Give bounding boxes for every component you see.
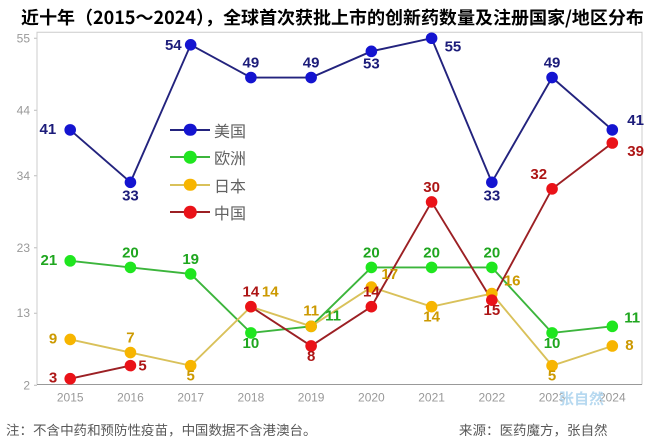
svg-text:5: 5: [186, 368, 194, 385]
svg-text:2016: 2016: [117, 391, 144, 405]
svg-text:20: 20: [423, 244, 440, 261]
svg-text:11: 11: [303, 302, 319, 319]
svg-text:8: 8: [625, 337, 633, 354]
svg-text:2021: 2021: [418, 391, 445, 405]
svg-text:30: 30: [423, 179, 440, 196]
svg-text:49: 49: [544, 55, 561, 72]
svg-text:5: 5: [548, 368, 556, 385]
svg-text:20: 20: [122, 244, 139, 261]
svg-text:53: 53: [363, 55, 380, 72]
svg-text:54: 54: [165, 37, 182, 54]
svg-text:10: 10: [544, 335, 561, 352]
svg-text:2022: 2022: [478, 391, 505, 405]
svg-text:44: 44: [17, 103, 31, 117]
svg-text:2015: 2015: [57, 391, 84, 405]
svg-text:55: 55: [17, 31, 31, 45]
svg-text:55: 55: [445, 38, 462, 55]
svg-text:13: 13: [17, 306, 31, 320]
svg-text:20: 20: [363, 244, 380, 261]
svg-text:11: 11: [325, 307, 341, 324]
svg-text:14: 14: [243, 284, 260, 301]
svg-text:14: 14: [363, 284, 380, 301]
svg-text:3: 3: [49, 370, 57, 387]
svg-text:16: 16: [504, 273, 521, 290]
svg-text:2017: 2017: [177, 391, 204, 405]
svg-text:14: 14: [262, 284, 279, 301]
svg-text:2: 2: [23, 378, 30, 392]
svg-text:8: 8: [307, 348, 315, 365]
svg-text:14: 14: [423, 309, 440, 326]
svg-text:41: 41: [627, 112, 644, 129]
svg-text:49: 49: [243, 55, 260, 72]
svg-text:7: 7: [126, 330, 134, 347]
svg-text:19: 19: [182, 251, 199, 268]
svg-text:49: 49: [303, 55, 320, 72]
svg-text:11: 11: [624, 309, 640, 326]
svg-text:5: 5: [138, 358, 146, 375]
svg-text:32: 32: [530, 166, 547, 183]
svg-text:39: 39: [627, 143, 644, 160]
svg-text:2018: 2018: [238, 391, 265, 405]
svg-text:21: 21: [41, 252, 58, 269]
svg-text:2019: 2019: [298, 391, 325, 405]
svg-text:20: 20: [483, 244, 500, 261]
svg-text:33: 33: [483, 187, 500, 204]
svg-text:41: 41: [40, 121, 57, 138]
svg-text:34: 34: [17, 169, 31, 183]
svg-text:2020: 2020: [358, 391, 385, 405]
svg-text:9: 9: [49, 330, 57, 347]
svg-text:33: 33: [122, 187, 139, 204]
svg-text:17: 17: [381, 266, 398, 283]
svg-text:15: 15: [483, 302, 500, 319]
svg-text:23: 23: [17, 241, 31, 255]
svg-text:10: 10: [243, 335, 260, 352]
